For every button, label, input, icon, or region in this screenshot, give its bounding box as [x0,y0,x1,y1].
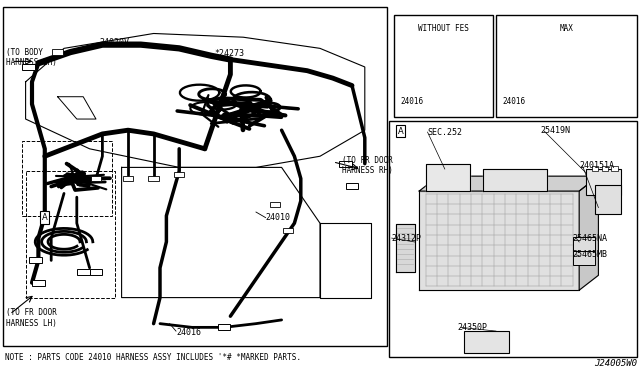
Bar [496,15,637,117]
Bar [32,280,45,286]
Text: A: A [42,213,47,222]
Text: (TO FR DOOR
HARNESS LH): (TO FR DOOR HARNESS LH) [6,308,57,328]
Text: (TO BODY
HARNESS LH): (TO BODY HARNESS LH) [6,48,57,67]
Circle shape [570,67,575,70]
Text: 24020V: 24020V [99,38,129,47]
Bar [148,176,159,181]
Bar [611,166,618,171]
Bar [586,169,621,195]
Circle shape [410,80,415,83]
Bar [592,166,598,171]
Bar [218,324,230,330]
Bar [123,176,133,181]
Text: 24016: 24016 [502,97,525,106]
Circle shape [596,30,601,33]
Text: *24273: *24273 [214,49,244,58]
Circle shape [589,22,595,25]
Bar [464,331,509,353]
Bar [22,141,112,216]
Circle shape [468,72,473,75]
Text: 24016: 24016 [176,328,201,337]
Circle shape [596,67,601,70]
Text: 25465MB: 25465MB [573,250,608,259]
Bar [174,172,184,177]
Bar [270,202,280,207]
Circle shape [429,80,435,83]
Bar [573,250,595,265]
Text: MAX: MAX [559,24,573,33]
Text: 240151A: 240151A [579,161,614,170]
Circle shape [519,67,524,70]
Bar [29,257,42,263]
Bar [283,228,293,233]
Circle shape [436,27,441,30]
Text: 24016: 24016 [400,97,423,106]
Polygon shape [396,224,415,272]
Polygon shape [419,191,579,290]
Bar [339,161,352,167]
Text: WITHOUT FES: WITHOUT FES [418,24,468,33]
Bar [573,237,595,251]
Circle shape [410,31,415,34]
Bar [52,49,63,55]
Circle shape [461,31,467,34]
Text: 25419N: 25419N [541,126,571,135]
Bar [595,185,621,214]
Bar [90,269,102,275]
Text: A: A [398,127,403,136]
Bar [3,7,387,346]
Circle shape [513,74,518,77]
Text: J24005W0: J24005W0 [594,359,637,368]
Text: NOTE : PARTS CODE 24010 HARNESS ASSY INCLUDES '*# *MARKED PARTS.: NOTE : PARTS CODE 24010 HARNESS ASSY INC… [5,353,301,362]
Bar [22,64,35,70]
Polygon shape [419,176,598,191]
Bar [77,269,90,275]
Bar [346,183,358,189]
Text: 24312P: 24312P [392,234,422,243]
Text: SEC.252: SEC.252 [428,128,463,137]
Circle shape [570,22,575,25]
Polygon shape [483,169,547,191]
Bar [394,15,493,117]
Circle shape [513,52,518,55]
Bar [91,176,101,181]
Bar [389,121,637,357]
Text: 24010: 24010 [266,213,291,222]
Text: 25465NA: 25465NA [573,234,608,243]
Text: 24350P: 24350P [458,323,488,332]
Text: (TO FR DOOR
HARNESS RH): (TO FR DOOR HARNESS RH) [342,156,393,175]
Bar [602,166,608,171]
Circle shape [545,63,550,66]
Polygon shape [426,164,470,191]
Polygon shape [579,176,598,290]
